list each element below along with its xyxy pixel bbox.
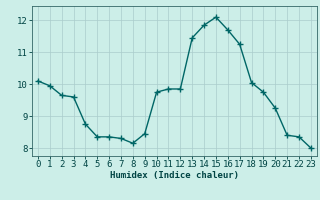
X-axis label: Humidex (Indice chaleur): Humidex (Indice chaleur) (110, 171, 239, 180)
